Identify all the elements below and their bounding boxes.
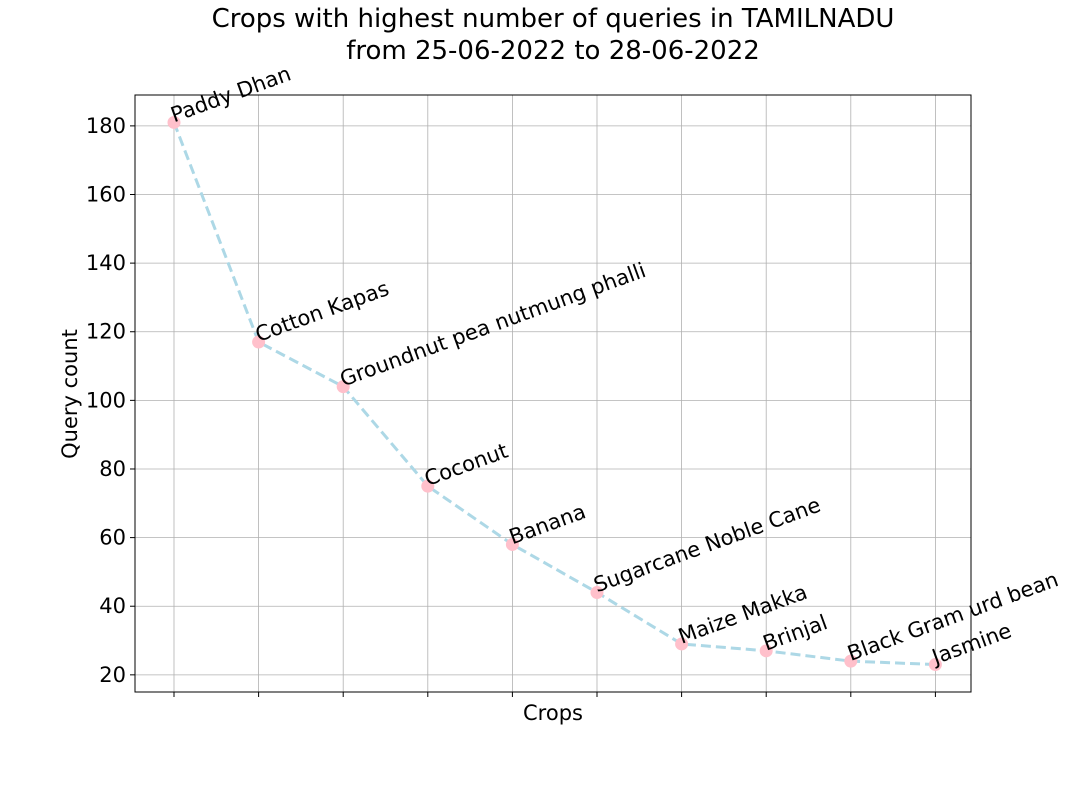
data-point	[928, 658, 942, 672]
y-tick-label: 100	[86, 388, 126, 412]
y-tick-label: 20	[99, 663, 126, 687]
y-tick-label: 180	[86, 114, 126, 138]
y-tick-label: 120	[86, 320, 126, 344]
point-label: Coconut	[421, 439, 511, 491]
y-tick-label: 160	[86, 183, 126, 207]
data-point	[336, 380, 350, 394]
data-point	[759, 644, 773, 658]
data-point	[252, 335, 266, 349]
data-point	[167, 115, 181, 129]
point-label: Cotton Kapas	[252, 276, 392, 347]
point-label: Banana	[506, 499, 589, 549]
grid	[135, 95, 971, 692]
plot-frame	[134, 94, 972, 693]
data-point	[590, 586, 604, 599]
y-tick-label: 60	[99, 526, 126, 550]
data-point	[421, 479, 435, 493]
y-tick-label: 140	[86, 251, 126, 275]
point-label: Sugarcane Noble Cane	[591, 493, 824, 597]
chart-title: Crops with highest number of queries in …	[211, 4, 895, 34]
axes: 20 40 60 80 100 120 140 160 180	[86, 114, 936, 697]
y-tick-label: 80	[99, 457, 126, 481]
y-axis-label: Query count	[58, 329, 82, 459]
point-label: Paddy Dhan	[168, 61, 295, 127]
chart-subtitle: from 25-06-2022 to 28-06-2022	[346, 36, 760, 66]
series-line	[172, 121, 936, 667]
data-point	[505, 537, 519, 551]
markers	[167, 115, 942, 672]
data-point	[844, 654, 858, 668]
data-point	[675, 637, 689, 651]
x-axis-label: Crops	[523, 701, 583, 725]
y-tick-label: 40	[99, 594, 126, 618]
